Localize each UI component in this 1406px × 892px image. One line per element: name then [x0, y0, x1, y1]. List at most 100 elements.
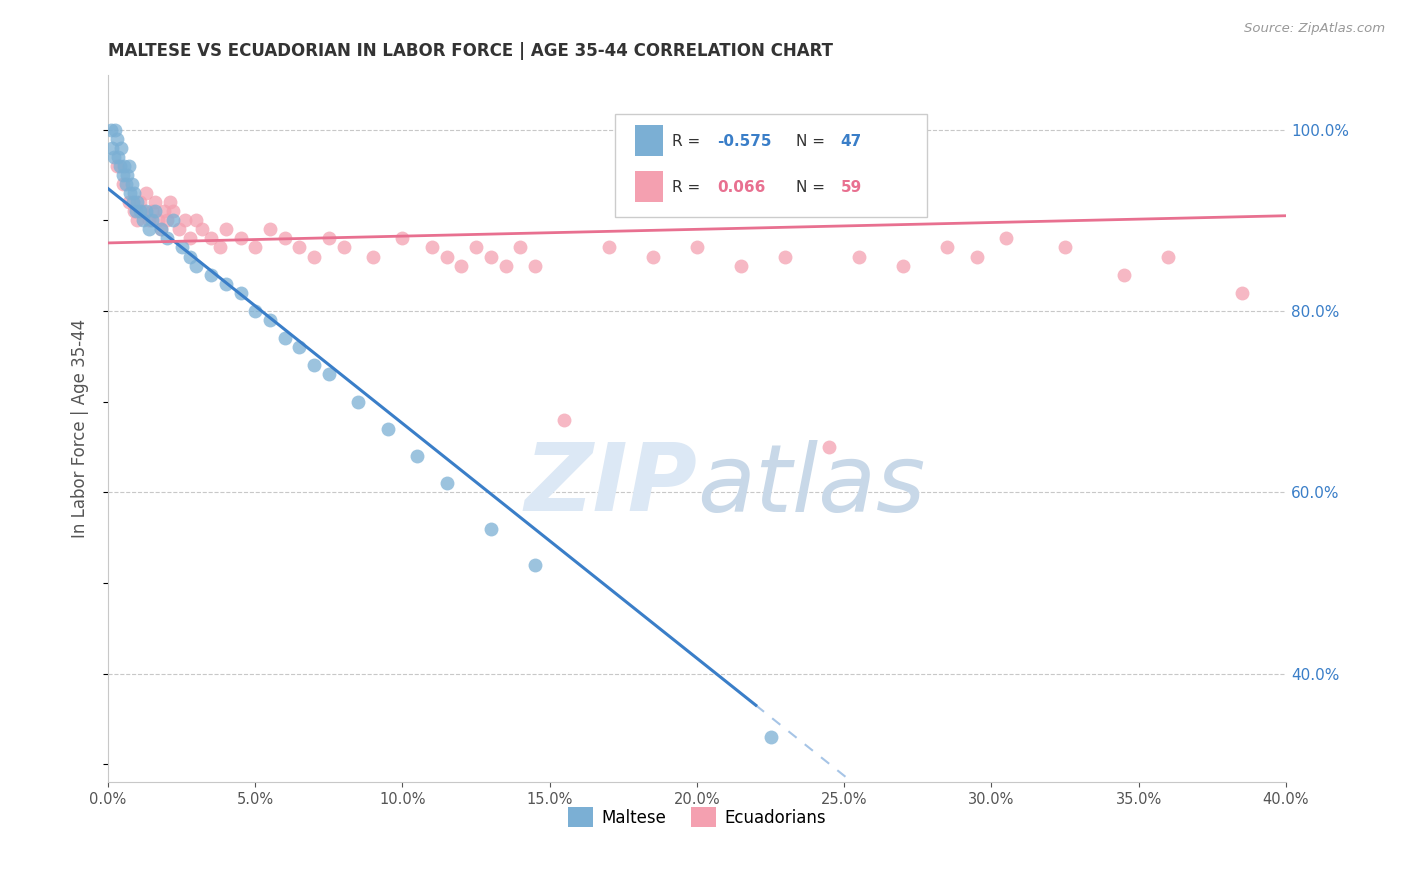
Point [302, 250, 325, 264]
Point [406, 449, 429, 463]
Point [150, 222, 173, 236]
Point [141, 204, 163, 219]
Point [153, 204, 176, 219]
Point [759, 730, 782, 744]
Point [495, 259, 517, 273]
Point [302, 359, 325, 373]
Point [288, 240, 311, 254]
Point [114, 177, 136, 191]
Text: N =: N = [796, 179, 830, 194]
Point [135, 186, 157, 200]
Point [115, 168, 138, 182]
Point [848, 250, 870, 264]
Text: R =: R = [672, 179, 706, 194]
Point [132, 213, 155, 227]
Point [479, 521, 502, 535]
Point [124, 204, 146, 219]
Point [361, 250, 384, 264]
Point [101, 141, 124, 155]
Point [200, 231, 222, 245]
Point [598, 240, 620, 254]
Point [191, 222, 214, 236]
Point [121, 177, 143, 191]
Point [117, 159, 139, 173]
Point [173, 213, 195, 227]
Point [138, 213, 160, 227]
Point [108, 159, 131, 173]
Point [156, 231, 179, 245]
Point [179, 250, 201, 264]
Text: -0.575: -0.575 [717, 134, 772, 149]
Point [641, 250, 664, 264]
Point [1230, 285, 1253, 300]
Point [1157, 250, 1180, 264]
Y-axis label: In Labor Force | Age 35-44: In Labor Force | Age 35-44 [72, 319, 89, 539]
Point [156, 213, 179, 227]
FancyBboxPatch shape [634, 125, 662, 156]
Point [129, 195, 152, 210]
Point [1054, 240, 1077, 254]
Point [259, 222, 281, 236]
Point [122, 195, 145, 210]
Point [436, 476, 458, 491]
Point [120, 186, 142, 200]
Point [318, 231, 340, 245]
Point [966, 250, 988, 264]
Text: R =: R = [672, 134, 706, 149]
Text: 59: 59 [841, 179, 862, 194]
Point [479, 250, 502, 264]
Point [377, 422, 399, 436]
Text: Source: ZipAtlas.com: Source: ZipAtlas.com [1244, 22, 1385, 36]
Point [186, 259, 208, 273]
Point [936, 240, 959, 254]
Point [143, 195, 166, 210]
Point [135, 204, 157, 219]
Point [107, 150, 129, 164]
Point [117, 195, 139, 210]
Point [111, 168, 134, 182]
FancyBboxPatch shape [634, 171, 662, 202]
Point [229, 285, 252, 300]
Point [318, 368, 340, 382]
Point [110, 141, 132, 155]
Point [146, 213, 169, 227]
Point [730, 259, 752, 273]
Point [259, 313, 281, 327]
Text: ZIP: ZIP [524, 440, 697, 532]
Point [167, 222, 190, 236]
Text: atlas: atlas [697, 440, 925, 531]
Point [141, 213, 163, 227]
Point [436, 250, 458, 264]
Point [245, 304, 267, 318]
Point [391, 231, 413, 245]
Point [775, 250, 797, 264]
Point [138, 222, 160, 236]
Point [127, 213, 149, 227]
Point [162, 204, 184, 219]
Point [125, 204, 148, 219]
Point [103, 150, 125, 164]
Point [143, 204, 166, 219]
Point [686, 240, 709, 254]
Point [273, 331, 295, 345]
Point [1112, 268, 1135, 282]
Point [347, 394, 370, 409]
Point [111, 177, 134, 191]
Point [200, 268, 222, 282]
Point [818, 440, 841, 454]
Legend: Maltese, Ecuadorians: Maltese, Ecuadorians [561, 800, 832, 834]
Point [124, 186, 146, 200]
Text: N =: N = [796, 134, 830, 149]
Point [104, 122, 127, 136]
Point [229, 231, 252, 245]
Point [450, 259, 472, 273]
Point [524, 259, 547, 273]
Point [186, 213, 208, 227]
Point [162, 213, 184, 227]
Point [150, 222, 173, 236]
Point [420, 240, 443, 254]
Point [891, 259, 914, 273]
Point [215, 277, 238, 291]
Point [465, 240, 488, 254]
Point [273, 231, 295, 245]
